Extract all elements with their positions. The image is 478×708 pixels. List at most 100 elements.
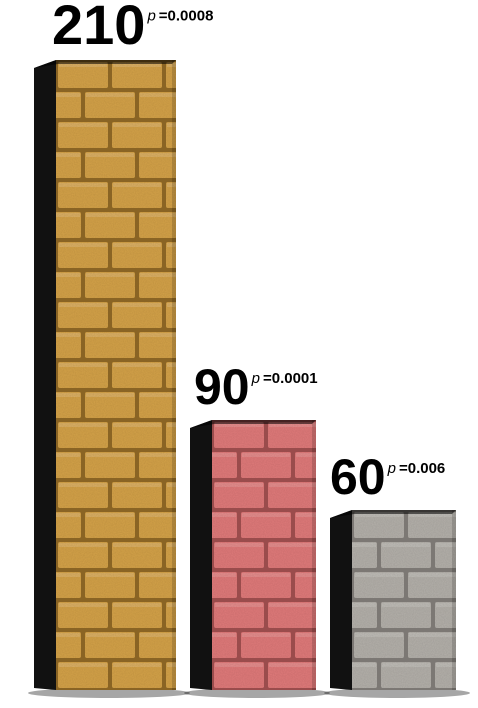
- brick: [85, 152, 135, 178]
- brick-highlight: [352, 603, 376, 607]
- brick: [295, 452, 316, 478]
- brick-highlight: [140, 393, 176, 397]
- bar-bricks: [56, 62, 176, 688]
- bar-bricks: [352, 512, 456, 688]
- brick: [139, 272, 176, 298]
- brick-highlight: [296, 453, 316, 457]
- p-symbol: p: [146, 7, 155, 24]
- brick: [58, 242, 108, 268]
- brick-highlight: [382, 543, 430, 547]
- brick-highlight: [355, 573, 403, 577]
- brick: [214, 602, 264, 628]
- brick-highlight: [409, 513, 456, 517]
- brick: [112, 422, 162, 448]
- brick-highlight: [242, 513, 290, 517]
- brick: [295, 632, 316, 658]
- brick: [58, 602, 108, 628]
- brick-highlight: [167, 363, 176, 367]
- brick-highlight: [212, 633, 236, 637]
- brick: [408, 632, 456, 658]
- brick: [166, 482, 176, 508]
- brick-highlight: [409, 573, 456, 577]
- brick: [214, 422, 264, 448]
- brick-highlight: [113, 363, 161, 367]
- brick-highlight: [86, 93, 134, 97]
- brick-highlight: [215, 603, 263, 607]
- bar-right-edge: [172, 60, 176, 690]
- brick: [139, 92, 176, 118]
- brick: [354, 512, 404, 538]
- brick: [56, 512, 81, 538]
- brick-highlight: [436, 603, 456, 607]
- brick-highlight: [59, 603, 107, 607]
- bar-1: [28, 60, 190, 698]
- brick-highlight: [242, 453, 290, 457]
- brick: [56, 392, 81, 418]
- brick-highlight: [436, 663, 456, 667]
- brick-highlight: [86, 453, 134, 457]
- brick: [112, 362, 162, 388]
- bar-shadow: [324, 688, 470, 698]
- brick: [112, 242, 162, 268]
- brick: [85, 92, 135, 118]
- brick: [85, 272, 135, 298]
- brick-highlight: [86, 513, 134, 517]
- brick-highlight: [215, 423, 263, 427]
- bar-top-edge: [330, 510, 456, 518]
- brick-highlight: [113, 243, 161, 247]
- brick: [56, 212, 81, 238]
- brick: [58, 662, 108, 688]
- brick: [139, 632, 176, 658]
- brick-highlight: [113, 663, 161, 667]
- brick: [268, 662, 316, 688]
- brick-highlight: [59, 303, 107, 307]
- bar-mortar: [352, 510, 456, 690]
- brick: [85, 512, 135, 538]
- brick: [212, 572, 237, 598]
- brick: [214, 662, 264, 688]
- brick: [214, 482, 264, 508]
- brick: [408, 512, 456, 538]
- bar-2: [184, 420, 330, 698]
- brick: [352, 662, 377, 688]
- brick-highlight: [167, 483, 176, 487]
- brick-highlight: [56, 273, 80, 277]
- brick-highlight: [167, 663, 176, 667]
- brick-highlight: [86, 633, 134, 637]
- data-label-value: 210: [52, 0, 145, 56]
- brick: [139, 572, 176, 598]
- brick-highlight: [140, 213, 176, 217]
- brick: [354, 632, 404, 658]
- brick-highlight: [140, 453, 176, 457]
- brick-highlight: [59, 363, 107, 367]
- brick-highlight: [113, 183, 161, 187]
- brick: [268, 542, 316, 568]
- brick: [166, 182, 176, 208]
- brick: [212, 452, 237, 478]
- brick-highlight: [167, 543, 176, 547]
- brick-highlight: [56, 333, 80, 337]
- brick-highlight: [296, 573, 316, 577]
- brick: [139, 152, 176, 178]
- brick: [268, 602, 316, 628]
- brick: [112, 302, 162, 328]
- brick: [166, 302, 176, 328]
- p-number: =0.0001: [263, 370, 318, 387]
- brick-highlight: [56, 633, 80, 637]
- p-number: =0.0008: [159, 7, 214, 24]
- brick-highlight: [296, 633, 316, 637]
- brick-highlight: [113, 123, 161, 127]
- brick: [166, 662, 176, 688]
- bar-side-face: [34, 60, 56, 690]
- brick: [381, 662, 431, 688]
- brick-highlight: [167, 303, 176, 307]
- brick: [58, 422, 108, 448]
- brick-highlight: [167, 243, 176, 247]
- brick-highlight: [86, 573, 134, 577]
- brick-highlight: [59, 423, 107, 427]
- brick: [295, 512, 316, 538]
- brick: [139, 452, 176, 478]
- brick-highlight: [140, 513, 176, 517]
- brick: [112, 482, 162, 508]
- p-symbol: p: [387, 460, 396, 477]
